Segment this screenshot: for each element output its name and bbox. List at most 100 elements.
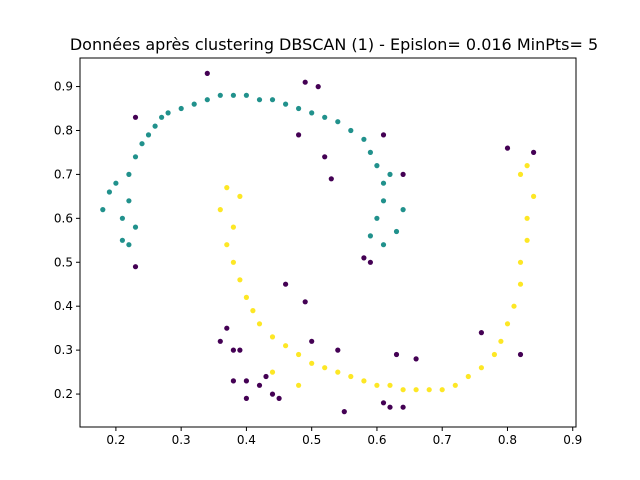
data-point-cluster--1 [302,79,308,85]
data-point-cluster-0 [380,242,387,248]
x-tick-label: 0.8 [498,433,517,447]
data-point-cluster--1 [263,373,269,380]
data-point-cluster-0 [126,198,132,204]
data-point-cluster--1 [367,259,373,265]
data-point-cluster--1 [361,255,367,261]
data-point-cluster-0 [126,171,132,177]
x-tick-label: 0.9 [563,433,582,447]
y-tick-label: 0.5 [54,255,73,269]
x-tick-label: 0.6 [367,433,386,447]
data-point-cluster--1 [387,404,393,410]
data-point-cluster-0 [132,154,139,160]
data-point-cluster--1 [302,299,308,305]
data-point-cluster-0 [119,215,125,221]
data-point-cluster-0 [367,233,373,239]
data-point-cluster--1 [230,378,236,384]
data-point-cluster-0 [119,237,125,243]
data-point-cluster-0 [361,136,367,142]
data-point-cluster--1 [283,281,289,287]
data-point-cluster-1 [243,294,249,300]
x-axis: 0.2 0.3 0.4 0.5 0.6 0.7 0.8 0.9 [106,427,582,447]
data-point-cluster-0 [387,171,393,177]
data-point-cluster--1 [237,347,243,353]
data-point-cluster-1 [269,369,276,375]
data-point-cluster-0 [126,242,132,248]
data-point-cluster-1 [413,387,419,393]
data-point-cluster-0 [139,141,145,147]
data-point-cluster-1 [296,382,302,388]
data-point-cluster-1 [517,281,524,287]
data-point-cluster--1 [531,149,537,155]
y-tick-label: 0.7 [54,167,73,181]
x-tick-label: 0.7 [433,433,452,447]
data-point-cluster-1 [531,193,537,199]
data-point-cluster-0 [393,228,400,235]
plot-frame [79,57,577,428]
data-point-cluster-1 [269,334,276,340]
data-point-cluster--1 [224,325,230,331]
data-point-cluster-1 [335,369,341,375]
data-point-cluster-0 [367,149,373,155]
points-layer [100,70,537,415]
data-point-cluster-0 [113,180,119,186]
data-point-cluster-1 [322,365,328,371]
data-point-cluster-0 [132,224,139,230]
data-point-cluster-1 [439,387,445,393]
data-point-cluster-1 [400,387,406,393]
y-axis: 0.2 0.3 0.4 0.5 0.6 0.7 0.8 0.9 [54,80,80,401]
data-point-cluster--1 [380,400,387,406]
data-point-cluster-1 [374,382,380,388]
data-point-cluster--1 [276,395,282,401]
data-point-cluster-0 [145,132,152,138]
data-point-cluster-1 [348,373,354,380]
data-point-cluster--1 [328,176,334,182]
data-point-cluster-0 [152,123,158,129]
x-tick-label: 0.4 [237,433,256,447]
data-point-cluster-0 [322,114,328,120]
x-tick-label: 0.3 [172,433,191,447]
data-point-cluster-1 [230,259,236,265]
data-point-cluster--1 [400,404,406,410]
data-point-cluster--1 [335,347,341,353]
data-point-cluster-0 [243,92,249,98]
data-point-cluster-1 [517,259,524,265]
data-point-cluster-0 [100,207,106,213]
data-point-cluster--1 [309,338,315,344]
data-point-cluster-0 [191,101,197,107]
data-point-cluster-1 [478,365,484,371]
data-point-cluster--1 [478,330,484,336]
data-point-cluster--1 [269,391,276,397]
data-point-cluster--1 [393,351,400,358]
data-point-cluster--1 [230,347,236,353]
data-point-cluster-0 [165,110,171,116]
data-point-cluster--1 [204,70,210,76]
data-point-cluster-0 [380,198,387,204]
data-point-cluster-1 [524,163,530,169]
data-point-cluster-0 [400,207,406,213]
data-point-cluster-0 [348,127,354,134]
x-tick-label: 0.5 [302,433,321,447]
data-point-cluster-0 [230,92,236,98]
data-point-cluster--1 [256,382,263,388]
data-point-cluster-0 [106,189,112,195]
data-point-cluster-1 [517,171,524,177]
data-point-cluster-0 [159,114,165,120]
data-point-cluster--1 [380,132,387,138]
data-point-cluster--1 [296,132,302,138]
data-point-cluster-1 [426,387,432,393]
data-point-cluster-0 [283,101,289,107]
data-point-cluster--1 [400,171,406,177]
data-point-cluster-1 [491,351,497,358]
data-point-cluster--1 [322,154,328,160]
y-tick-label: 0.4 [54,299,73,313]
data-point-cluster-1 [452,382,458,388]
data-point-cluster-1 [309,360,315,366]
data-point-cluster--1 [132,264,139,270]
data-point-cluster-0 [178,105,184,112]
data-point-cluster-1 [250,308,256,314]
data-point-cluster-1 [283,343,289,349]
data-point-cluster-0 [335,119,341,125]
data-point-cluster-0 [256,97,263,103]
y-tick-label: 0.6 [54,211,73,225]
data-point-cluster-1 [256,321,263,327]
